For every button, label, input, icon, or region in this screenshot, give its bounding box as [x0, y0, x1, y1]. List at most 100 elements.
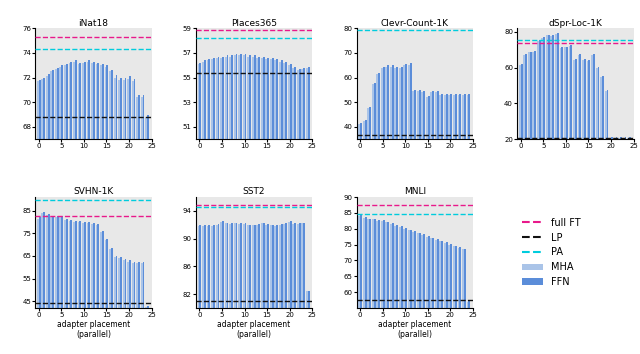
- Bar: [279, 62, 281, 354]
- Bar: [543, 37, 545, 175]
- Bar: [426, 236, 428, 354]
- Bar: [284, 224, 285, 354]
- Bar: [609, 137, 611, 175]
- Bar: [435, 240, 437, 354]
- Bar: [299, 223, 301, 354]
- Bar: [376, 74, 378, 225]
- Bar: [84, 222, 86, 354]
- Bar: [539, 40, 541, 175]
- Bar: [460, 94, 461, 225]
- Bar: [412, 91, 414, 225]
- Bar: [399, 227, 401, 354]
- Bar: [111, 248, 113, 354]
- Bar: [449, 95, 451, 225]
- Bar: [285, 62, 287, 354]
- Bar: [453, 95, 455, 225]
- Bar: [385, 67, 387, 225]
- Bar: [453, 246, 455, 354]
- Bar: [42, 79, 44, 354]
- Bar: [260, 223, 262, 354]
- Bar: [281, 224, 283, 354]
- Bar: [435, 92, 437, 225]
- Bar: [552, 35, 554, 175]
- Bar: [238, 224, 240, 354]
- Bar: [138, 262, 140, 354]
- Bar: [270, 59, 271, 354]
- Bar: [252, 57, 253, 354]
- Bar: [455, 246, 457, 354]
- Bar: [440, 95, 442, 225]
- Bar: [61, 65, 63, 354]
- Bar: [138, 95, 140, 354]
- Bar: [579, 54, 581, 175]
- Bar: [271, 225, 273, 354]
- Bar: [433, 91, 434, 225]
- Bar: [464, 249, 466, 354]
- Bar: [458, 95, 460, 225]
- Bar: [442, 94, 444, 225]
- Bar: [91, 63, 93, 354]
- Bar: [392, 223, 394, 354]
- Bar: [358, 216, 360, 354]
- Bar: [141, 263, 143, 354]
- Bar: [60, 217, 61, 354]
- Bar: [55, 69, 57, 354]
- Bar: [451, 244, 452, 354]
- Bar: [405, 64, 407, 225]
- Bar: [132, 263, 134, 354]
- Bar: [270, 225, 271, 354]
- Bar: [44, 78, 45, 354]
- Bar: [100, 232, 102, 354]
- Bar: [555, 34, 557, 175]
- Bar: [125, 78, 127, 354]
- Bar: [147, 306, 149, 354]
- Bar: [360, 123, 362, 225]
- Bar: [249, 225, 251, 354]
- Bar: [209, 225, 211, 354]
- Bar: [444, 243, 446, 354]
- Bar: [294, 67, 296, 354]
- Bar: [64, 219, 66, 354]
- Bar: [534, 51, 536, 175]
- Bar: [559, 48, 561, 175]
- Bar: [468, 301, 470, 354]
- Bar: [39, 80, 41, 354]
- Bar: [570, 45, 572, 175]
- Bar: [213, 225, 215, 354]
- Bar: [284, 63, 285, 354]
- Bar: [198, 226, 200, 354]
- Bar: [276, 59, 278, 354]
- Bar: [147, 115, 149, 354]
- Bar: [428, 96, 429, 225]
- Bar: [297, 70, 299, 354]
- Bar: [446, 242, 448, 354]
- Bar: [303, 68, 305, 354]
- Bar: [596, 68, 598, 175]
- Bar: [566, 47, 568, 175]
- Bar: [541, 38, 543, 175]
- Title: SST2: SST2: [243, 187, 266, 196]
- Bar: [394, 68, 396, 225]
- Bar: [68, 221, 70, 354]
- X-axis label: adapter placement
(parallel): adapter placement (parallel): [218, 320, 291, 339]
- Bar: [593, 54, 595, 175]
- Bar: [294, 223, 296, 354]
- Bar: [127, 262, 129, 354]
- Bar: [383, 220, 385, 354]
- Bar: [258, 224, 260, 354]
- Bar: [550, 36, 552, 175]
- X-axis label: adapter placement
(parallel): adapter placement (parallel): [378, 320, 451, 339]
- Bar: [253, 225, 255, 354]
- Bar: [587, 61, 588, 175]
- Bar: [141, 97, 143, 354]
- Bar: [256, 58, 258, 354]
- Bar: [244, 54, 246, 354]
- Bar: [229, 57, 231, 354]
- Bar: [442, 241, 444, 354]
- Bar: [52, 216, 54, 354]
- Bar: [627, 137, 629, 175]
- Bar: [462, 249, 464, 354]
- Bar: [394, 225, 396, 354]
- Bar: [396, 225, 398, 354]
- Bar: [290, 64, 292, 354]
